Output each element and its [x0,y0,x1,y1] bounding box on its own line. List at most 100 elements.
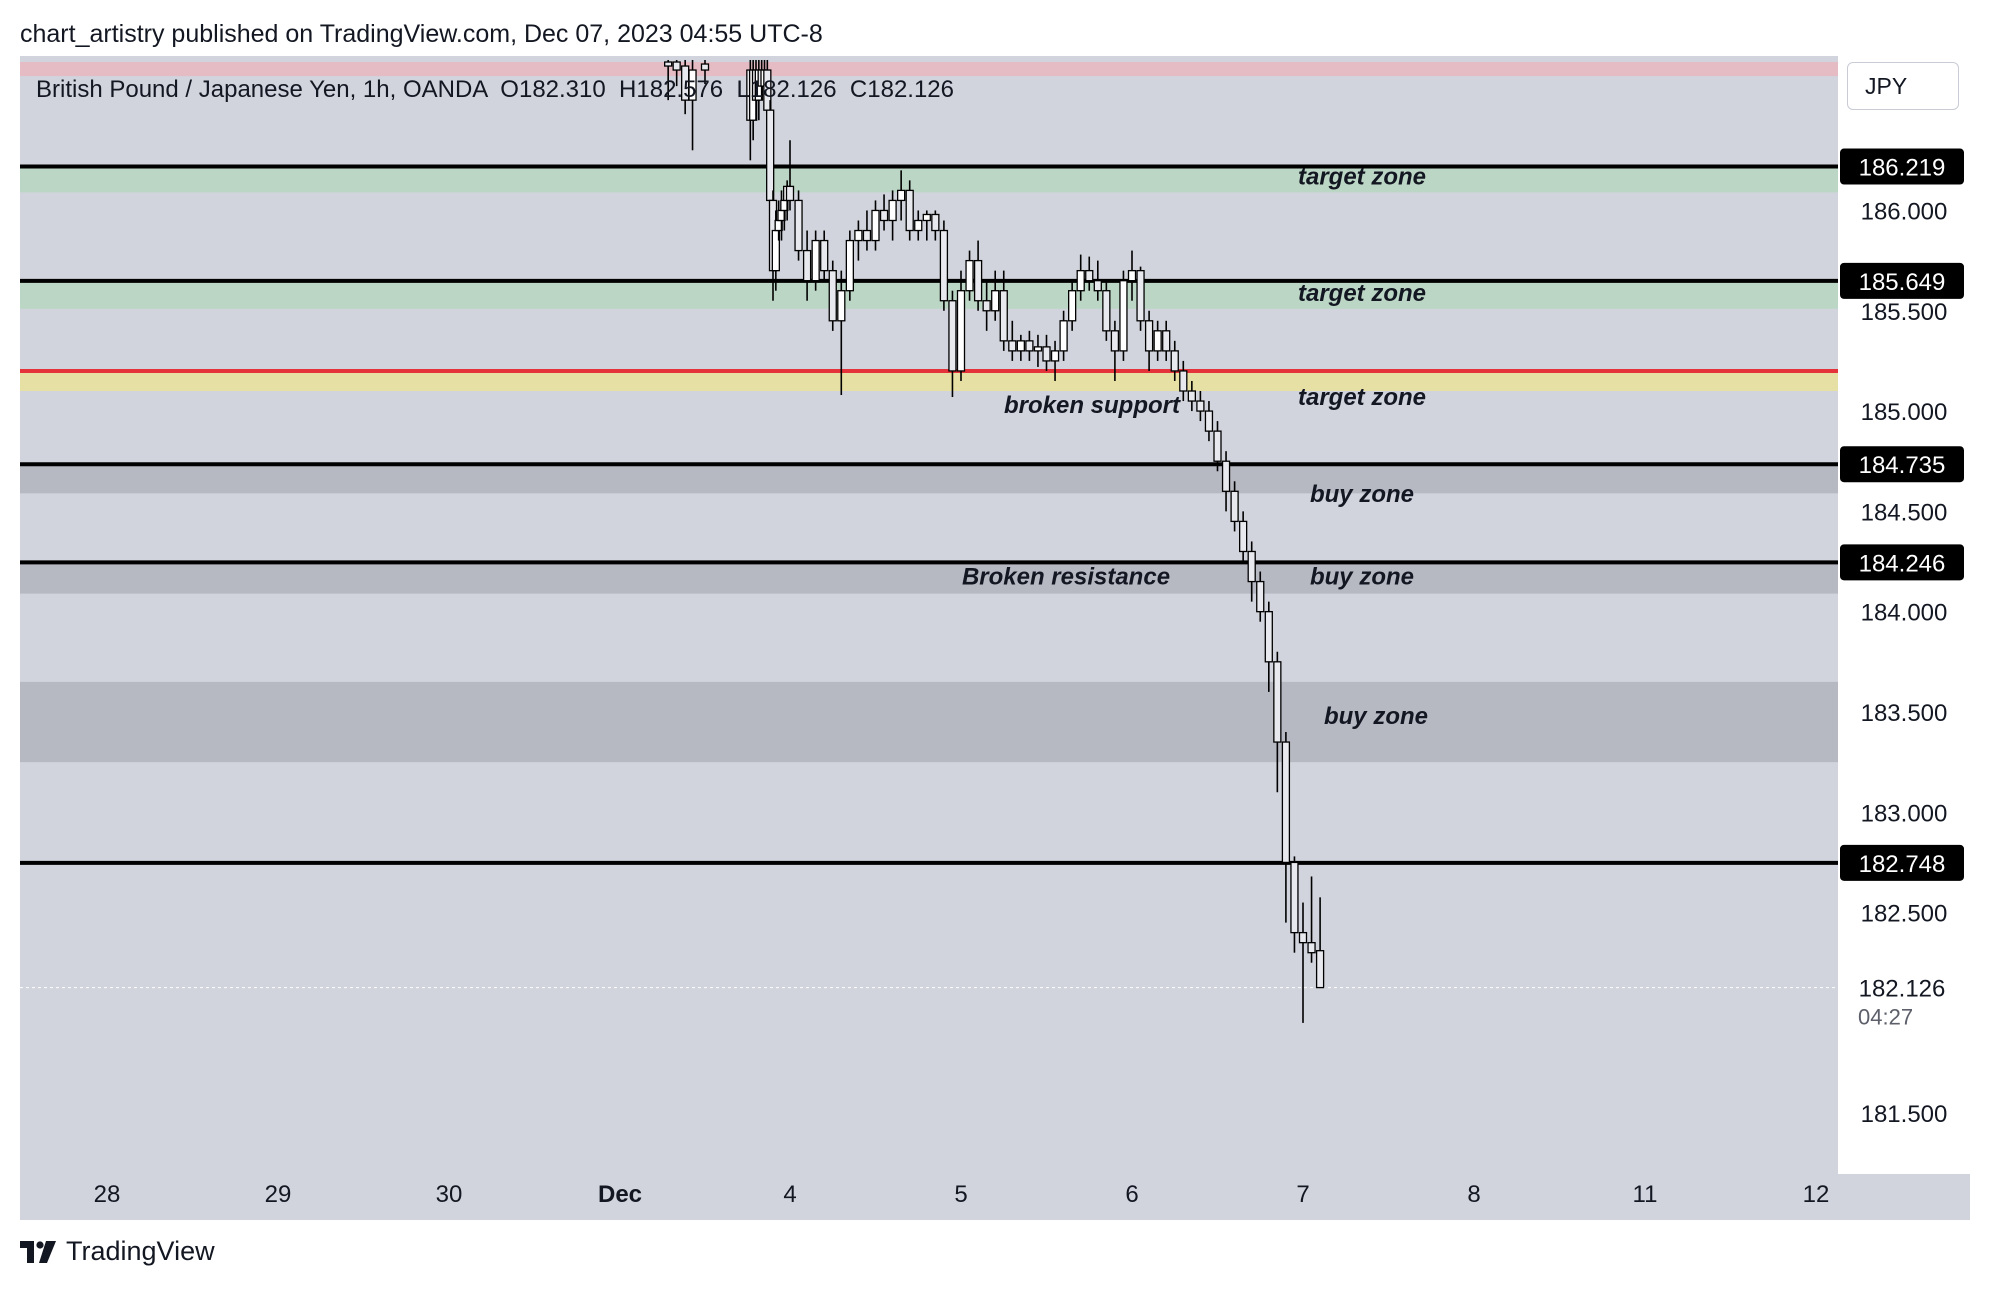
candle-body [871,209,880,242]
zone-target-1 [20,166,1838,193]
candle-body [1162,330,1171,352]
level-price-tag [1840,446,1964,483]
candle [688,60,697,151]
candle-body [1247,550,1256,583]
candle-body [688,69,697,101]
candle [1144,310,1154,371]
candle [862,210,872,251]
candle-body [1221,460,1231,492]
candle [871,200,880,251]
time-tick-label: 11 [1633,1181,1658,1208]
candle [905,180,914,241]
candle [1239,511,1248,562]
candle [931,210,940,241]
candle-body [914,219,923,232]
candle-body [1093,280,1102,292]
candle-body [1016,340,1025,352]
candle-body [1042,346,1051,362]
price-tick-label: 182.500 [1861,901,1948,928]
candle [1033,334,1043,367]
time-tick-label: 12 [1803,1181,1830,1208]
candle-body [1025,340,1034,352]
level-price-tag [1840,148,1964,185]
candle-body [1264,611,1273,663]
candle [1230,481,1239,532]
candle-body [1239,520,1248,553]
candle-body [785,185,795,202]
candle-body [862,229,872,242]
candle-body [905,189,914,232]
last-price-value: 182.126 [1859,976,1946,1003]
tradingview-logo-icon [20,1240,56,1263]
candle-body [1290,861,1299,934]
chart-area[interactable]: target zone target zone target zone buy zon… [20,56,1970,1220]
candle [1264,601,1273,692]
candle-body [837,290,846,322]
level-price-tag-label: 184.735 [1859,452,1946,479]
level-price-tag [1840,544,1964,581]
time-tick-label: 6 [1125,1181,1138,1208]
candle-body [939,229,949,302]
candle-body [1050,350,1060,362]
zone-labels-layer: target zone target zone target zone buy zon… [962,164,1428,730]
candle [1119,270,1128,361]
candle [991,270,1000,321]
candle-body [1281,741,1291,864]
zone-top-band-0 [20,62,1838,77]
candle [811,230,820,291]
zone-buy-5 [20,562,1838,594]
candle-body [1179,370,1188,392]
candle-body [828,269,837,322]
annotation-label: Broken resistance [962,564,1170,591]
candle [1170,340,1179,381]
candle-body [1068,290,1077,322]
candle-body [991,290,1000,312]
candle-body [664,61,673,67]
candle [982,280,991,331]
candle [1042,334,1051,371]
tradingview-logo-text: TradingView [66,1236,215,1266]
price-tick-label: 184.500 [1861,499,1948,526]
candle-body [1153,330,1162,352]
candle [1307,876,1316,963]
zone-label: buy zone [1310,563,1414,590]
candle-body [982,300,991,312]
candle [1153,320,1162,361]
candle-body [1102,290,1111,332]
tradingview-logo[interactable]: TradingView [20,1236,215,1267]
chart-canvas[interactable]: target zone target zone target zone buy zon… [20,56,1970,1220]
zones-layer [20,62,1838,763]
candle [1068,280,1077,331]
bar-countdown: 04:27 [1858,1005,1913,1030]
candle [879,194,889,231]
candle [1085,256,1094,291]
candle-body [1307,942,1316,954]
zone-target-yellow-3 [20,370,1838,392]
publisher-line: chart_artistry published on TradingView.… [20,20,823,48]
candle [999,270,1008,351]
candle [1127,250,1137,301]
currency-button[interactable]: JPY [1847,62,1959,110]
zone-label: buy zone [1324,703,1428,730]
time-axis-bg[interactable] [20,1174,1970,1220]
candle [948,290,957,398]
candle-body [1256,580,1265,613]
level-price-tag-label: 184.246 [1859,550,1946,577]
candle-body [1230,490,1239,523]
levels-layer [20,164,1838,865]
candle [1059,310,1068,361]
time-tick-label: 7 [1296,1181,1309,1208]
zone-label: target zone [1298,384,1426,411]
candle [1102,280,1111,341]
candle-body [1136,269,1145,322]
candle-body [700,63,710,71]
time-tick-label: 5 [954,1181,967,1208]
candle [1110,320,1120,381]
candle-body [1144,320,1154,352]
candle [1008,320,1017,361]
price-tick-label: 185.500 [1861,299,1948,326]
level-price-tag-label: 182.748 [1859,851,1946,878]
candle-body [1119,280,1128,352]
candle-body [973,259,983,302]
